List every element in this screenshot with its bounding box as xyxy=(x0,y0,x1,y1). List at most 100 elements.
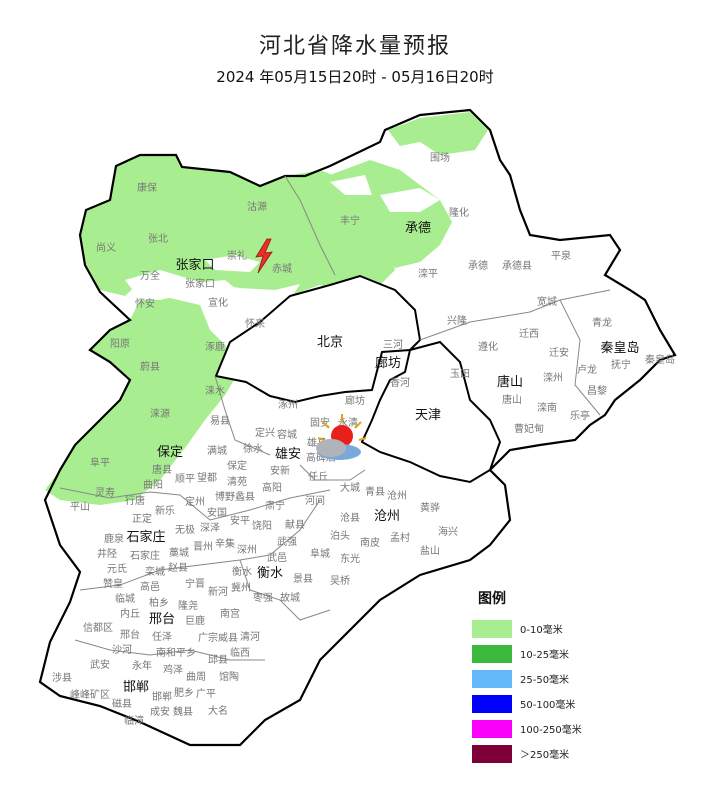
county-label: 枣强 xyxy=(253,592,273,604)
legend-label: ＞250毫米 xyxy=(520,750,570,761)
forecast-period: 2024 年05月15日20时 - 05月16日20时 xyxy=(216,68,494,86)
county-label: 安新 xyxy=(270,464,290,477)
hebei-border xyxy=(38,108,677,747)
county-label: 孟村 xyxy=(390,531,410,544)
county-label: 玉田 xyxy=(450,369,470,380)
white-gaps xyxy=(125,175,440,306)
county-label: 唐县 xyxy=(152,463,172,476)
county-label: 张北 xyxy=(148,233,168,245)
county-label: 满城 xyxy=(207,445,227,457)
county-label: 石家庄 xyxy=(130,549,160,562)
county-label: 曲阳 xyxy=(143,479,163,491)
county-label: 武邑 xyxy=(267,551,287,564)
county-label: 吴桥 xyxy=(330,575,350,587)
county-label: 赤城 xyxy=(272,263,292,275)
county-label: 大城 xyxy=(340,481,360,494)
legend-swatch xyxy=(472,669,512,688)
county-label: 行唐 xyxy=(125,494,145,507)
county-label: 曹妃甸 xyxy=(514,422,544,435)
legend-title: 图例 xyxy=(478,591,506,607)
county-label: 高阳 xyxy=(262,481,282,494)
county-label: 邱县 xyxy=(208,653,228,666)
county-label: 承德 xyxy=(468,259,488,272)
legend-label: 100-250毫米 xyxy=(520,725,582,736)
thunderstorm-icon xyxy=(255,238,273,274)
county-label: 海兴 xyxy=(438,525,458,538)
county-label: 涿鹿 xyxy=(205,340,225,353)
county-label: 易县 xyxy=(210,415,230,427)
county-label: 黄骅 xyxy=(420,501,440,514)
legend-swatch xyxy=(472,644,512,663)
county-label: 南和平乡 xyxy=(156,646,196,659)
rain-area-zhangjiakou xyxy=(80,156,395,300)
county-label: 定州 xyxy=(185,495,205,508)
county-label: 饶阳 xyxy=(252,519,272,532)
legend-swatch xyxy=(472,744,512,763)
county-label: 涿州 xyxy=(278,399,298,411)
legend-item: 100-250毫米 xyxy=(472,716,612,741)
legend-item: ＞250毫米 xyxy=(472,741,612,766)
legend-swatch xyxy=(472,719,512,738)
county-label: 成安 xyxy=(150,705,170,718)
map-title: 河北省降水量预报 xyxy=(258,34,451,59)
county-label: 蔚县 xyxy=(140,361,160,373)
county-label: 栾城 xyxy=(145,565,165,578)
county-label: 藁城 xyxy=(169,546,189,559)
county-label: 柏乡 xyxy=(149,596,169,609)
county-label: 邯郸 xyxy=(152,690,172,703)
county-label: 尚义 xyxy=(96,241,116,254)
city-label: 沧州 xyxy=(374,508,400,524)
legend-swatch xyxy=(472,619,512,638)
county-label: 盐山 xyxy=(420,544,440,557)
rain-area-weichang xyxy=(388,112,488,155)
county-label: 固安 xyxy=(310,416,330,429)
county-label: 广宗威县 xyxy=(198,631,238,644)
city-label: 衡水 xyxy=(257,566,283,581)
county-label: 宽城 xyxy=(537,295,557,308)
county-label: 宣化 xyxy=(208,296,228,309)
county-label: 临漳 xyxy=(124,714,144,727)
sun-behind-cloud-icon xyxy=(316,414,367,460)
county-label: 乐亭 xyxy=(570,409,590,422)
county-label: 涞水 xyxy=(205,385,225,397)
county-label: 任泽 xyxy=(152,630,172,643)
legend-label: 50-100毫米 xyxy=(520,700,576,711)
legend-label: 0-10毫米 xyxy=(520,625,563,636)
county-label: 巨鹿 xyxy=(185,614,205,627)
county-label: 沽源 xyxy=(247,200,267,213)
city-label: 秦皇岛 xyxy=(600,340,639,356)
county-label: 怀来 xyxy=(245,318,265,330)
county-label: 赵县 xyxy=(168,561,188,574)
county-label: 清苑 xyxy=(227,475,247,488)
county-label: 安国 xyxy=(207,506,227,519)
city-label: 张家口 xyxy=(175,257,214,273)
county-label: 大名 xyxy=(208,704,228,717)
county-label: 故城 xyxy=(280,591,300,604)
county-label: 容城 xyxy=(277,428,297,441)
county-label: 崇礼 xyxy=(227,249,247,262)
county-label: 景县 xyxy=(293,573,313,585)
county-label: 秦皇岛 xyxy=(645,353,675,366)
county-label: 鹿泉 xyxy=(104,532,124,545)
county-label: 馆陶 xyxy=(219,670,239,683)
county-label: 沧州 xyxy=(387,489,407,502)
county-label: 怀安 xyxy=(135,297,155,310)
tianjin-border xyxy=(360,340,502,484)
county-label: 三河 xyxy=(383,339,403,351)
county-label: 隆尧 xyxy=(178,599,198,612)
county-label: 临城 xyxy=(115,592,135,605)
legend-item: 10-25毫米 xyxy=(472,641,612,666)
rain-area-baoding xyxy=(45,298,240,505)
county-label: 井陉 xyxy=(97,547,117,560)
county-label: 泊头 xyxy=(330,530,350,542)
county-label: 青县 xyxy=(365,485,385,498)
county-label: 博野蠡县 xyxy=(215,490,255,503)
county-label: 南皮 xyxy=(360,536,380,549)
county-label: 唐山 xyxy=(502,393,522,406)
county-label: 晋州 xyxy=(193,541,213,553)
county-label: 峰峰矿区 xyxy=(70,688,110,701)
county-label: 河间 xyxy=(305,494,325,507)
county-label: 永年 xyxy=(132,659,152,672)
county-label: 高邑 xyxy=(140,580,160,593)
